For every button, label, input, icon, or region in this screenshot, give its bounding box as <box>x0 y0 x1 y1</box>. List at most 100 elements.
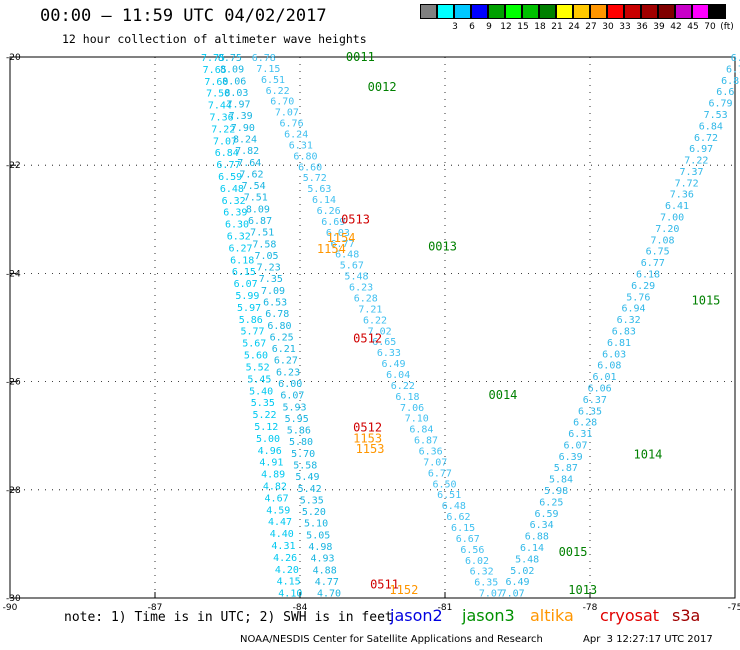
swh-value-label: 7.06 <box>400 403 424 414</box>
legend-swatch <box>454 4 471 19</box>
swh-value-label: 6.69 <box>321 217 345 228</box>
swh-value-label: 6.48 <box>442 501 466 512</box>
swh-value-label: 6.41 <box>665 201 689 212</box>
swh-value-label: 5.86 <box>239 315 263 326</box>
pass-time-label: 1153 <box>356 442 385 456</box>
swh-value-label: 6.65 <box>372 337 396 348</box>
pass-time-label: 1154 <box>317 242 346 256</box>
lon-tick-label: -84 <box>293 603 308 613</box>
pass-time-label: 1013 <box>568 583 597 597</box>
swh-value-label: 7.22 <box>211 124 235 135</box>
pass-time-label: 0013 <box>428 239 457 253</box>
swh-value-label: 4.26 <box>273 553 297 564</box>
swh-value-label: 7.21 <box>358 304 382 315</box>
swh-value-label: 5.87 <box>554 463 578 474</box>
legend-label: 45 <box>687 22 699 32</box>
swh-value-label: 6.35 <box>578 406 602 417</box>
swh-value-label: 7.35 <box>259 274 283 285</box>
swh-value-label: 6.59 <box>534 509 558 520</box>
swh-value-label: 6.53 <box>263 298 287 309</box>
legend-swatch <box>590 4 607 19</box>
swh-value-label: 5.80 <box>289 437 313 448</box>
swh-value-label: 6.8 <box>721 76 739 87</box>
swh-value-label: 4.70 <box>317 589 341 600</box>
swh-value-label: 6.88 <box>525 532 549 543</box>
note-text: note: 1) Time is in UTC; 2) SWH is in fe… <box>64 610 393 625</box>
lon-tick-label: -87 <box>148 603 163 613</box>
swh-value-label: 5.35 <box>251 398 275 409</box>
swh-value-label: 6.27 <box>274 356 298 367</box>
swh-value-label: 6.77 <box>216 160 240 171</box>
swh-value-label: 5.00 <box>256 434 280 445</box>
swh-value-label: 5.63 <box>307 184 331 195</box>
swh-value-label: 4.77 <box>315 577 339 588</box>
swh-value-label: 5.12 <box>254 422 278 433</box>
swh-value-label: 6.84 <box>699 121 723 132</box>
swh-value-label: 7.54 <box>242 181 266 192</box>
legend-swatch <box>488 4 505 19</box>
pass-time-label: 0512 <box>353 331 382 345</box>
swh-value-label: 7.23 <box>257 263 281 274</box>
swh-value-label: 4.40 <box>270 529 294 540</box>
lon-tick-label: -78 <box>583 603 598 613</box>
pass-time-label: 1015 <box>692 293 721 307</box>
swh-value-label: 5.97 <box>237 303 261 314</box>
swh-value-label: 4.82 <box>263 481 287 492</box>
sat-label-cryosat: cryosat <box>600 606 660 625</box>
swh-value-label: 6.25 <box>539 497 563 508</box>
legend-label: 21 <box>551 22 563 32</box>
swh-value-label: 7.62 <box>239 169 263 180</box>
swh-value-label: 5.42 <box>298 484 322 495</box>
swh-value-label: 5.40 <box>249 386 273 397</box>
swh-value-label: 7.36 <box>210 113 234 124</box>
swh-value-label: 7.09 <box>261 286 285 297</box>
swh-value-label: 5.77 <box>240 327 264 338</box>
swh-value-label: 5.72 <box>303 173 327 184</box>
swh-value-label: 7.07 <box>213 136 237 147</box>
swh-value-label: 7.97 <box>226 100 250 111</box>
lat-tick-label: -22 <box>6 161 21 171</box>
swh-value-label: 6.83 <box>612 326 636 337</box>
legend-label: (ft) <box>720 22 734 32</box>
swh-value-label: 6.32 <box>227 232 251 243</box>
swh-value-label: 7.60 <box>204 77 228 88</box>
swh-value-label: 6.80 <box>293 151 317 162</box>
page-subtitle: 12 hour collection of altimeter wave hei… <box>62 32 367 46</box>
swh-value-label: 6.72 <box>694 133 718 144</box>
swh-value-label: 7.02 <box>368 326 392 337</box>
legend-swatch <box>437 4 454 19</box>
legend-label: 36 <box>636 22 648 32</box>
lon-tick-label: -81 <box>438 603 453 613</box>
swh-value-label: 5.49 <box>295 472 319 483</box>
legend-swatch <box>471 4 488 19</box>
swh-value-label: 5.84 <box>549 475 573 486</box>
swh-value-label: 6.32 <box>222 196 246 207</box>
legend-label: 42 <box>670 22 682 32</box>
swh-value-label: 5.05 <box>306 530 330 541</box>
pass-time-label: 1152 <box>389 583 418 597</box>
legend-swatch <box>641 4 658 19</box>
swh-value-label: 6.67 <box>456 534 480 545</box>
sat-label-jason3: jason3 <box>462 606 515 625</box>
swh-value-label: 6.50 <box>433 479 457 490</box>
swh-value-label: 7.07 <box>501 589 525 600</box>
swh-value-label: 6.36 <box>419 446 443 457</box>
swh-value-label: 5.52 <box>246 362 270 373</box>
lat-tick-label: -30 <box>6 594 21 604</box>
legend-label: 33 <box>619 22 631 32</box>
pass-time-label: 0011 <box>346 50 375 64</box>
swh-value-label: 6.15 <box>232 267 256 278</box>
swh-value-label: 6.06 <box>588 383 612 394</box>
lat-tick-label: -28 <box>6 486 21 496</box>
swh-value-label: 7.72 <box>675 178 699 189</box>
swh-value-label: 6.48 <box>220 184 244 195</box>
swh-value-label: 6.80 <box>267 321 291 332</box>
swh-value-label: 6.00 <box>278 379 302 390</box>
sat-label-altika: altika <box>530 606 574 625</box>
swh-value-label: 6.77 <box>331 239 355 250</box>
sat-label-jason2: jason2 <box>390 606 443 625</box>
swh-value-label: 6.37 <box>583 395 607 406</box>
swh-value-label: 7.39 <box>229 111 253 122</box>
swh-value-label: 4.91 <box>259 458 283 469</box>
